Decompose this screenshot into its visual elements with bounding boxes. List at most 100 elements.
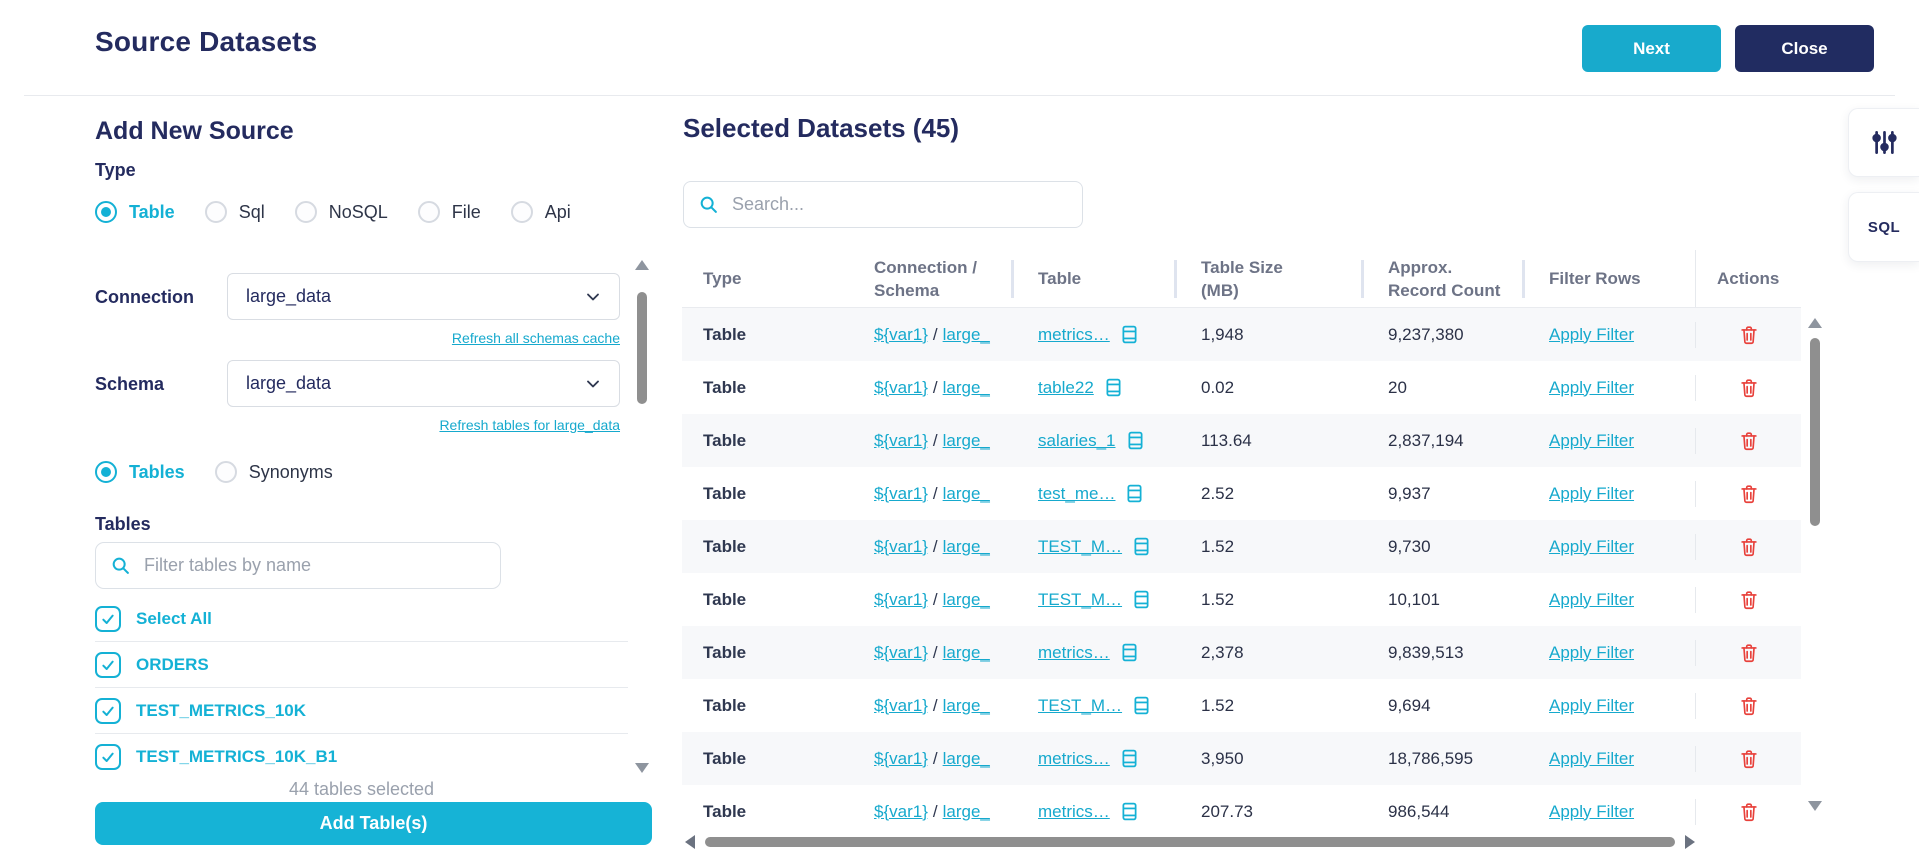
- apply-filter-link[interactable]: Apply Filter: [1549, 642, 1635, 662]
- dataset-doc-icon[interactable]: [1131, 695, 1152, 716]
- mode-radio-synonyms[interactable]: Synonyms: [214, 461, 333, 483]
- apply-filter-link[interactable]: Apply Filter: [1549, 695, 1635, 715]
- scroll-left-arrow[interactable]: [685, 834, 695, 849]
- table-vscroll-thumb[interactable]: [1809, 338, 1820, 526]
- connection-link[interactable]: ${var1}: [874, 695, 928, 715]
- refresh-schemas-link[interactable]: Refresh all schemas cache: [451, 330, 620, 346]
- scroll-down-arrow[interactable]: [635, 763, 649, 773]
- next-button[interactable]: Next: [1582, 25, 1721, 72]
- type-radio-nosql[interactable]: NoSQL: [294, 201, 388, 223]
- scroll-up-arrow[interactable]: [1807, 318, 1822, 328]
- type-radio-sql[interactable]: Sql: [204, 201, 265, 223]
- apply-filter-link[interactable]: Apply Filter: [1549, 589, 1635, 609]
- schema-link[interactable]: large_: [942, 695, 990, 715]
- apply-filter-link[interactable]: Apply Filter: [1549, 536, 1635, 556]
- apply-filter-link[interactable]: Apply Filter: [1549, 324, 1635, 344]
- cell-connection-schema: ${var1} / large_: [853, 749, 1017, 769]
- dataset-doc-icon[interactable]: [1131, 536, 1152, 557]
- connection-link[interactable]: ${var1}: [874, 589, 928, 609]
- type-radio-file[interactable]: File: [417, 201, 481, 223]
- select-all-row[interactable]: Select All: [95, 596, 628, 642]
- close-button[interactable]: Close: [1735, 25, 1874, 72]
- refresh-tables-link[interactable]: Refresh tables for large_data: [439, 417, 620, 433]
- dataset-doc-icon[interactable]: [1119, 748, 1140, 769]
- table-scrollbar-horizontal[interactable]: [683, 834, 1697, 849]
- type-radio-api[interactable]: Api: [510, 201, 571, 223]
- scroll-up-arrow[interactable]: [635, 260, 649, 270]
- apply-filter-link[interactable]: Apply Filter: [1549, 430, 1635, 450]
- schema-link[interactable]: large_: [942, 483, 990, 503]
- connection-link[interactable]: ${var1}: [874, 483, 928, 503]
- panel-scrollbar[interactable]: [634, 258, 650, 775]
- dataset-doc-icon[interactable]: [1103, 377, 1124, 398]
- type-radio-table[interactable]: Table: [95, 201, 175, 223]
- checkbox-icon[interactable]: [95, 651, 121, 678]
- add-tables-button[interactable]: Add Table(s): [95, 802, 652, 845]
- connection-link[interactable]: ${var1}: [874, 536, 928, 556]
- delete-row-button[interactable]: [1736, 587, 1762, 613]
- apply-filter-link[interactable]: Apply Filter: [1549, 377, 1635, 397]
- scroll-down-arrow[interactable]: [1807, 801, 1822, 811]
- filters-tool-button[interactable]: [1848, 108, 1919, 177]
- delete-row-button[interactable]: [1736, 799, 1762, 825]
- table-link[interactable]: TEST_M…: [1038, 695, 1123, 715]
- filter-tables-input[interactable]: [144, 555, 486, 576]
- checkbox-icon[interactable]: [95, 697, 121, 724]
- schema-link[interactable]: large_: [942, 324, 990, 344]
- table-link[interactable]: metrics…: [1038, 748, 1110, 768]
- scroll-right-arrow[interactable]: [1685, 834, 1695, 849]
- dataset-doc-icon[interactable]: [1124, 483, 1145, 504]
- dataset-doc-icon[interactable]: [1119, 324, 1140, 345]
- apply-filter-link[interactable]: Apply Filter: [1549, 483, 1635, 503]
- table-item-test_metrics_10k_b1[interactable]: TEST_METRICS_10K_B1: [95, 734, 628, 780]
- datasets-search-input[interactable]: [732, 194, 1068, 215]
- connection-link[interactable]: ${var1}: [874, 377, 928, 397]
- dataset-doc-icon[interactable]: [1119, 801, 1140, 822]
- panel-scrollbar-thumb[interactable]: [637, 292, 647, 404]
- table-link[interactable]: TEST_M…: [1038, 589, 1123, 609]
- table-item-orders[interactable]: ORDERS: [95, 642, 628, 688]
- table-link[interactable]: TEST_M…: [1038, 536, 1123, 556]
- table-scrollbar-vertical[interactable]: [1806, 316, 1823, 813]
- delete-row-button[interactable]: [1736, 640, 1762, 666]
- dataset-doc-icon[interactable]: [1125, 430, 1146, 451]
- table-hscroll-thumb[interactable]: [705, 836, 1675, 847]
- schema-link[interactable]: large_: [942, 377, 990, 397]
- delete-row-button[interactable]: [1736, 428, 1762, 454]
- schema-link[interactable]: large_: [942, 589, 990, 609]
- connection-link[interactable]: ${var1}: [874, 430, 928, 450]
- connection-select[interactable]: large_data: [227, 273, 620, 320]
- checkbox-icon[interactable]: [95, 605, 121, 632]
- delete-row-button[interactable]: [1736, 746, 1762, 772]
- table-link[interactable]: test_me…: [1038, 483, 1116, 503]
- connection-link[interactable]: ${var1}: [874, 642, 928, 662]
- delete-row-button[interactable]: [1736, 375, 1762, 401]
- schema-link[interactable]: large_: [942, 748, 990, 768]
- connection-link[interactable]: ${var1}: [874, 801, 928, 821]
- table-item-test_metrics_10k[interactable]: TEST_METRICS_10K: [95, 688, 628, 734]
- schema-link[interactable]: large_: [942, 536, 990, 556]
- schema-select[interactable]: large_data: [227, 360, 620, 407]
- table-link[interactable]: table22: [1038, 377, 1094, 397]
- table-link[interactable]: metrics…: [1038, 801, 1110, 821]
- schema-link[interactable]: large_: [942, 430, 990, 450]
- dataset-doc-icon[interactable]: [1131, 589, 1152, 610]
- mode-radio-tables[interactable]: Tables: [95, 461, 185, 483]
- sql-tool-button[interactable]: SQL: [1848, 192, 1919, 262]
- connection-select-value: large_data: [246, 286, 332, 306]
- delete-row-button[interactable]: [1736, 693, 1762, 719]
- delete-row-button[interactable]: [1736, 322, 1762, 348]
- checkbox-icon[interactable]: [95, 744, 121, 770]
- schema-link[interactable]: large_: [942, 642, 990, 662]
- table-link[interactable]: salaries_1: [1038, 430, 1116, 450]
- apply-filter-link[interactable]: Apply Filter: [1549, 748, 1635, 768]
- table-link[interactable]: metrics…: [1038, 642, 1110, 662]
- connection-link[interactable]: ${var1}: [874, 324, 928, 344]
- table-link[interactable]: metrics…: [1038, 324, 1110, 344]
- schema-link[interactable]: large_: [942, 801, 990, 821]
- dataset-doc-icon[interactable]: [1119, 642, 1140, 663]
- connection-link[interactable]: ${var1}: [874, 748, 928, 768]
- delete-row-button[interactable]: [1736, 481, 1762, 507]
- apply-filter-link[interactable]: Apply Filter: [1549, 801, 1635, 821]
- delete-row-button[interactable]: [1736, 534, 1762, 560]
